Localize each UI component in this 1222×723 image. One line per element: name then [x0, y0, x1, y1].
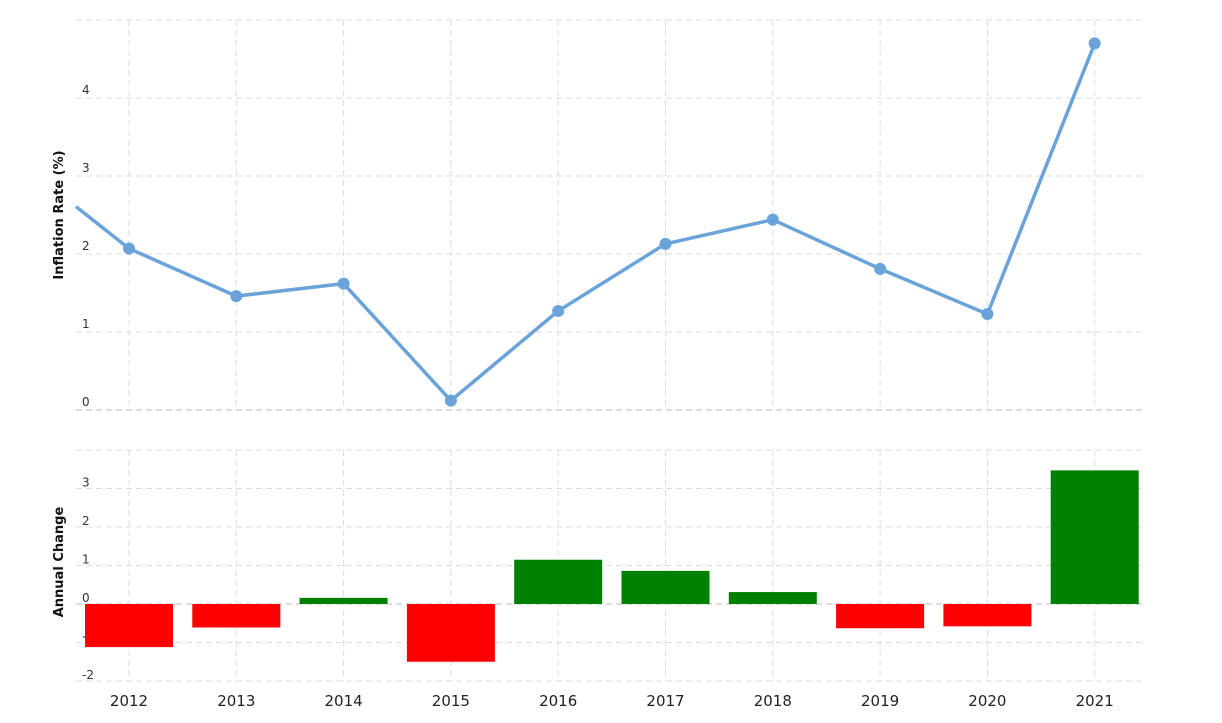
inflation-point	[230, 290, 243, 303]
top-y-tick-label: 4	[82, 83, 90, 97]
x-tick-label: 2019	[861, 692, 899, 710]
annual-change-bar	[85, 604, 173, 648]
annual-change-bar	[1050, 470, 1139, 604]
bottom-y-tick-label: 2	[82, 514, 90, 528]
x-tick-label: 2015	[432, 692, 470, 710]
x-tick-label: 2018	[754, 692, 792, 710]
top-y-tick-label: 0	[82, 395, 90, 409]
annual-change-bar	[943, 604, 1032, 627]
annual-change-bars	[85, 470, 1139, 662]
inflation-point	[123, 242, 135, 255]
bottom-y-axis-label: Annual Change	[52, 507, 67, 618]
top-y-ticks: 0 1 2 3 4	[82, 83, 90, 409]
bottom-y-tick-label: -2	[82, 668, 94, 682]
x-axis-ticks: 2012 2013 2014 2015 2016 2017 2018 2019 2020 2021	[110, 692, 1114, 710]
top-y-tick-label: 2	[82, 239, 90, 253]
inflation-point	[444, 394, 457, 407]
inflation-point	[874, 262, 887, 275]
x-tick-label: 2012	[110, 692, 148, 710]
bottom-grid	[76, 449, 1145, 682]
annual-change-bar	[621, 570, 710, 604]
inflation-point	[552, 304, 565, 317]
inflation-line	[74, 42, 1097, 403]
annual-change-bar	[192, 604, 281, 628]
x-tick-label: 2016	[539, 692, 577, 710]
annual-change-bar	[728, 592, 817, 604]
annual-change-bar	[836, 604, 925, 629]
bottom-y-tick-label: 1	[82, 553, 90, 567]
bottom-y-ticks: -2-10123	[82, 476, 94, 683]
annual-change-bar	[406, 604, 495, 662]
bottom-y-tick-label: 0	[82, 591, 90, 605]
inflation-point	[659, 237, 672, 250]
annual-change-bar	[514, 559, 603, 604]
inflation-point	[337, 277, 350, 290]
top-y-tick-label: 3	[82, 161, 90, 175]
top-y-axis-label: Inflation Rate (%)	[52, 150, 67, 279]
x-tick-label: 2013	[217, 692, 255, 710]
x-tick-label: 2017	[646, 692, 684, 710]
inflation-point	[1088, 37, 1101, 50]
x-tick-label: 2014	[325, 692, 363, 710]
annual-change-bar	[299, 597, 388, 604]
inflation-point	[766, 213, 779, 226]
bottom-y-tick-label: 3	[82, 476, 90, 490]
inflation-point	[981, 308, 994, 321]
inflation-series	[74, 37, 1101, 407]
top-y-tick-label: 1	[82, 317, 90, 331]
x-tick-label: 2020	[968, 692, 1006, 710]
top-grid	[76, 19, 1145, 411]
x-tick-label: 2021	[1076, 692, 1114, 710]
